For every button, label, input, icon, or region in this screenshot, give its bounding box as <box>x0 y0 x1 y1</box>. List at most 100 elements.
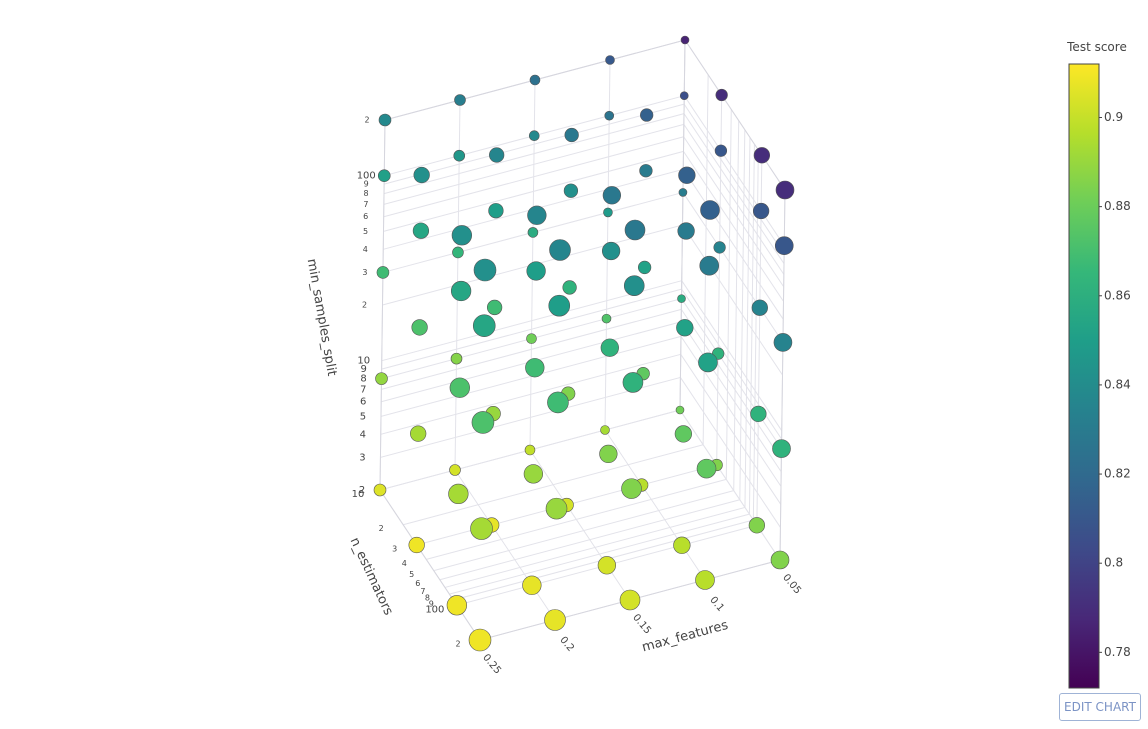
colorbar-title: Test score <box>1066 40 1127 54</box>
point <box>699 255 720 276</box>
colorbar-tick-label: 0.84 <box>1104 377 1131 391</box>
grid-line <box>683 136 785 288</box>
tick-label: 0.05 <box>780 572 803 596</box>
point <box>775 180 795 200</box>
point <box>678 188 688 197</box>
point <box>753 147 771 164</box>
point <box>471 411 495 434</box>
point <box>454 94 466 106</box>
tick-label: 8 <box>360 374 366 385</box>
grid-line <box>403 444 704 526</box>
tick-label: 5 <box>409 570 414 579</box>
point <box>411 319 428 336</box>
point <box>751 299 768 316</box>
grid-line <box>683 124 785 275</box>
point <box>373 483 387 497</box>
point <box>700 200 720 220</box>
grid-line <box>383 150 684 232</box>
point <box>674 425 693 443</box>
point <box>564 127 579 143</box>
grid-line <box>683 151 784 302</box>
point <box>446 595 468 616</box>
grid-line <box>604 429 706 581</box>
point <box>522 575 542 595</box>
point <box>600 338 619 357</box>
point <box>748 517 766 534</box>
grid-line <box>683 113 785 264</box>
point <box>526 261 546 281</box>
grid-line <box>680 336 782 487</box>
grid-line <box>529 449 631 601</box>
point <box>563 183 579 198</box>
tick-label: 9 <box>360 364 366 375</box>
colorbar-scale <box>1068 63 1100 689</box>
z-axis-title: min_samples_split <box>304 258 339 378</box>
grid-line <box>381 288 682 370</box>
edit-chart-button[interactable]: EDIT CHART <box>1059 693 1141 721</box>
tick-label: 7 <box>360 384 366 395</box>
point <box>549 239 571 261</box>
point <box>603 207 613 218</box>
point <box>624 219 646 241</box>
point <box>451 225 473 246</box>
point <box>523 464 544 484</box>
point <box>602 186 622 205</box>
point <box>528 130 540 141</box>
tick-label: 10 <box>357 356 370 367</box>
tick-label: 100 <box>357 171 376 182</box>
tick-label: 4 <box>363 245 368 254</box>
point <box>545 497 568 520</box>
point <box>752 202 770 220</box>
point <box>486 299 503 316</box>
axis-edge <box>379 489 481 641</box>
point <box>622 372 644 393</box>
point <box>623 275 645 296</box>
point <box>750 405 767 423</box>
point <box>600 425 610 435</box>
point <box>468 628 492 652</box>
point <box>679 91 689 100</box>
grid-line <box>681 280 783 431</box>
tick-label: 0.2 <box>557 635 576 654</box>
point <box>696 458 717 479</box>
grid-line <box>433 490 734 572</box>
tick-label: 6 <box>360 397 366 408</box>
point <box>562 280 577 295</box>
point <box>715 88 728 102</box>
colorbar-tick-label: 0.82 <box>1104 467 1131 481</box>
point <box>680 35 690 45</box>
tick-label: 2 <box>362 301 367 310</box>
tick-label: 9 <box>364 180 369 189</box>
point <box>601 241 621 261</box>
grid-line <box>682 224 783 376</box>
tick-label: 4 <box>402 559 407 568</box>
point <box>604 110 615 121</box>
point <box>526 333 537 344</box>
tick-label: 3 <box>392 545 397 554</box>
point <box>410 425 427 442</box>
grid-line <box>380 353 681 435</box>
grid-line <box>679 409 781 561</box>
point <box>525 358 545 378</box>
tick-label: 10 <box>352 489 365 500</box>
point <box>378 113 392 127</box>
y-axis-title: n_estimators <box>347 535 396 618</box>
point <box>772 439 791 458</box>
tick-label: 0.25 <box>480 652 503 676</box>
tick-label: 0.1 <box>707 595 726 614</box>
tick-label: 4 <box>360 429 366 440</box>
point <box>599 444 618 464</box>
x-axis-title: max_features <box>640 618 730 655</box>
grid-line <box>682 192 784 343</box>
grid-line <box>381 308 682 390</box>
point <box>527 227 539 238</box>
tick-label: 8 <box>363 189 368 198</box>
point <box>375 372 388 385</box>
point <box>695 570 715 590</box>
grid-line <box>439 499 740 581</box>
grid-line <box>680 321 782 473</box>
point <box>677 222 695 240</box>
tick-label: 3 <box>362 268 367 277</box>
